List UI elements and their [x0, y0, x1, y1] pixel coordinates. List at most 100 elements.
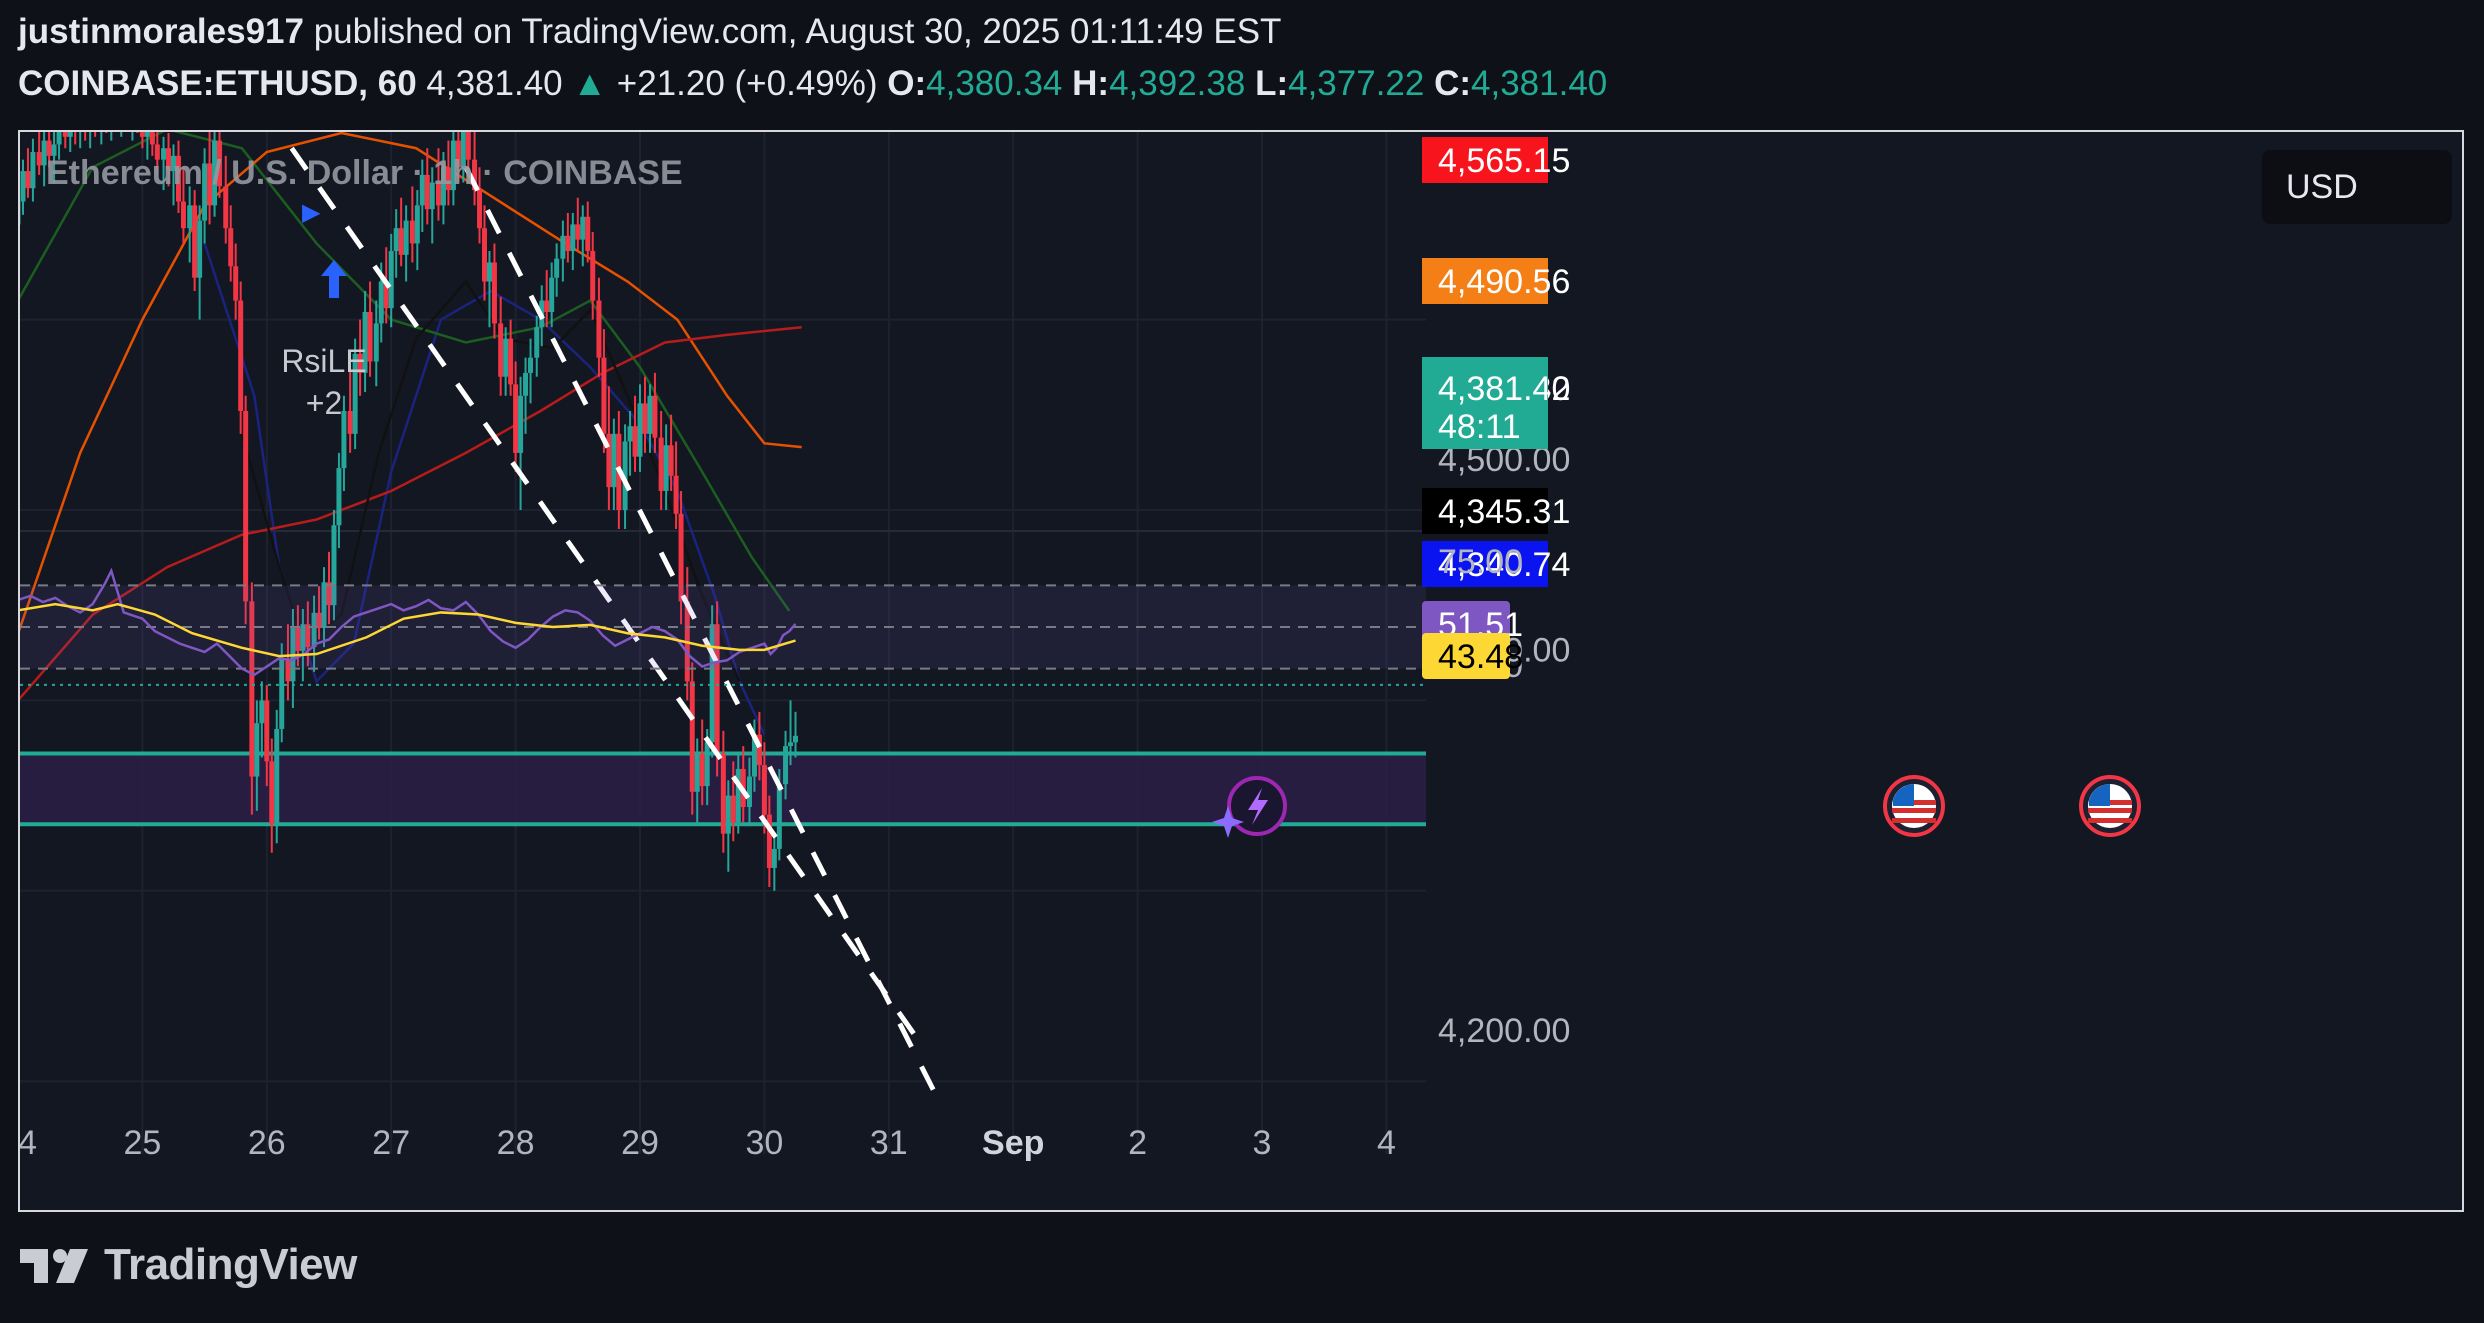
- candle: [238, 300, 244, 411]
- last-price: 4,381.40: [426, 64, 563, 103]
- price-badge: [1422, 541, 1548, 587]
- candle: [175, 155, 181, 202]
- candle: [233, 266, 239, 301]
- candle: [720, 753, 726, 834]
- candle: [477, 190, 483, 229]
- candle: [36, 152, 42, 166]
- price-badge: [1422, 488, 1548, 534]
- candle: [171, 155, 176, 172]
- low-value: 4,377.22: [1288, 64, 1425, 103]
- quote-line: COINBASE:ETHUSD, 60 4,381.40 ▲ +21.20 (+…: [18, 64, 1607, 104]
- candle: [144, 132, 150, 137]
- candle: [611, 433, 617, 488]
- time-axis: 24 25 26 27 28 29 30 31 Sep 2 3 4: [20, 1124, 1396, 1162]
- candle: [254, 723, 260, 777]
- candle: [30, 152, 36, 189]
- candle: [321, 582, 327, 629]
- channel-lines[interactable]: [289, 146, 941, 1102]
- candle: [709, 624, 715, 743]
- open-label: O:: [887, 64, 927, 103]
- candle: [367, 311, 373, 362]
- candle: [393, 228, 399, 252]
- candle: [575, 224, 581, 240]
- candle: [274, 728, 280, 825]
- candle: [513, 384, 519, 453]
- candle: [465, 132, 471, 160]
- candle: [424, 174, 430, 210]
- up-triangle-icon: ▲: [572, 64, 608, 103]
- candle: [565, 235, 571, 252]
- rsi-line: [20, 602, 796, 658]
- candle: [212, 140, 218, 206]
- candle: [352, 353, 358, 434]
- candle: [663, 445, 669, 491]
- tradingview-logo[interactable]: TradingView: [18, 1240, 357, 1290]
- open-value: 4,380.34: [926, 64, 1063, 103]
- candle: [46, 140, 52, 156]
- candles: [20, 132, 798, 891]
- author-name[interactable]: justinmorales917: [18, 12, 304, 51]
- us-flag-event-icon[interactable]: [1883, 775, 1945, 837]
- candle: [414, 205, 420, 244]
- tv-logo-icon: [20, 1249, 88, 1283]
- candle: [652, 395, 658, 438]
- signal-marker[interactable]: ▶ RsiLE +2: [281, 199, 366, 421]
- candle: [41, 140, 47, 166]
- candle: [357, 353, 363, 373]
- time-tick-label: 4: [1377, 1124, 1396, 1162]
- candle: [788, 742, 794, 747]
- candle: [445, 167, 451, 191]
- candle: [326, 582, 332, 606]
- published-text: published on TradingView.com, August 30,…: [313, 12, 1282, 51]
- price-badge-label: 4,345.31: [1438, 493, 1570, 531]
- candle: [596, 300, 602, 358]
- candle: [518, 395, 524, 453]
- symbol-label: COINBASE:ETHUSD, 60: [18, 64, 417, 103]
- candle: [362, 311, 368, 373]
- candle: [647, 395, 653, 434]
- time-tick-label: 31: [870, 1124, 908, 1162]
- candle: [67, 132, 73, 137]
- price-axis: 4,500.004,400.004,200.004,565.154,490.56…: [1422, 137, 1570, 1050]
- candle: [549, 277, 555, 312]
- lightning-event-icon[interactable]: [1212, 776, 1287, 838]
- candle: [149, 132, 155, 145]
- candle: [161, 148, 167, 160]
- currency-label: USD: [2286, 168, 2358, 206]
- candle: [761, 765, 767, 815]
- signal-count: +2: [306, 385, 342, 421]
- rsi-tick-label: 75.00: [1438, 543, 1523, 581]
- candle: [311, 612, 317, 648]
- us-flag-event-icon[interactable]: [2079, 775, 2141, 837]
- candle: [658, 437, 664, 491]
- moving-average-line: [20, 325, 802, 701]
- chart-title: Ethereum / U.S. Dollar · 1h · COINBASE: [46, 154, 683, 192]
- time-tick-label: 29: [621, 1124, 659, 1162]
- currency-button[interactable]: USD: [2262, 150, 2452, 224]
- candle: [606, 433, 612, 488]
- close-label: C:: [1434, 64, 1472, 103]
- candle: [590, 251, 596, 301]
- candle: [207, 163, 213, 206]
- candle: [383, 281, 389, 309]
- candle: [735, 768, 741, 823]
- candle: [429, 182, 435, 210]
- candle: [217, 140, 223, 187]
- candle: [249, 601, 255, 777]
- candle: [300, 624, 306, 651]
- time-tick-label: Sep: [982, 1124, 1044, 1162]
- candle: [455, 140, 461, 168]
- candle: [223, 186, 229, 229]
- candle: [746, 776, 752, 808]
- candle: [336, 468, 342, 526]
- candle: [279, 658, 285, 729]
- events-row: [1212, 775, 2141, 838]
- time-tick-label: 2: [1128, 1124, 1147, 1162]
- time-tick-label: 3: [1253, 1124, 1272, 1162]
- candle: [154, 144, 160, 160]
- publish-line: justinmorales917 published on TradingVie…: [18, 12, 1281, 52]
- chart-canvas[interactable]: Ethereum / U.S. Dollar · 1h · COINBASE ▶…: [20, 132, 2462, 1210]
- candle: [243, 410, 249, 602]
- candle: [435, 182, 441, 206]
- candle: [398, 228, 404, 255]
